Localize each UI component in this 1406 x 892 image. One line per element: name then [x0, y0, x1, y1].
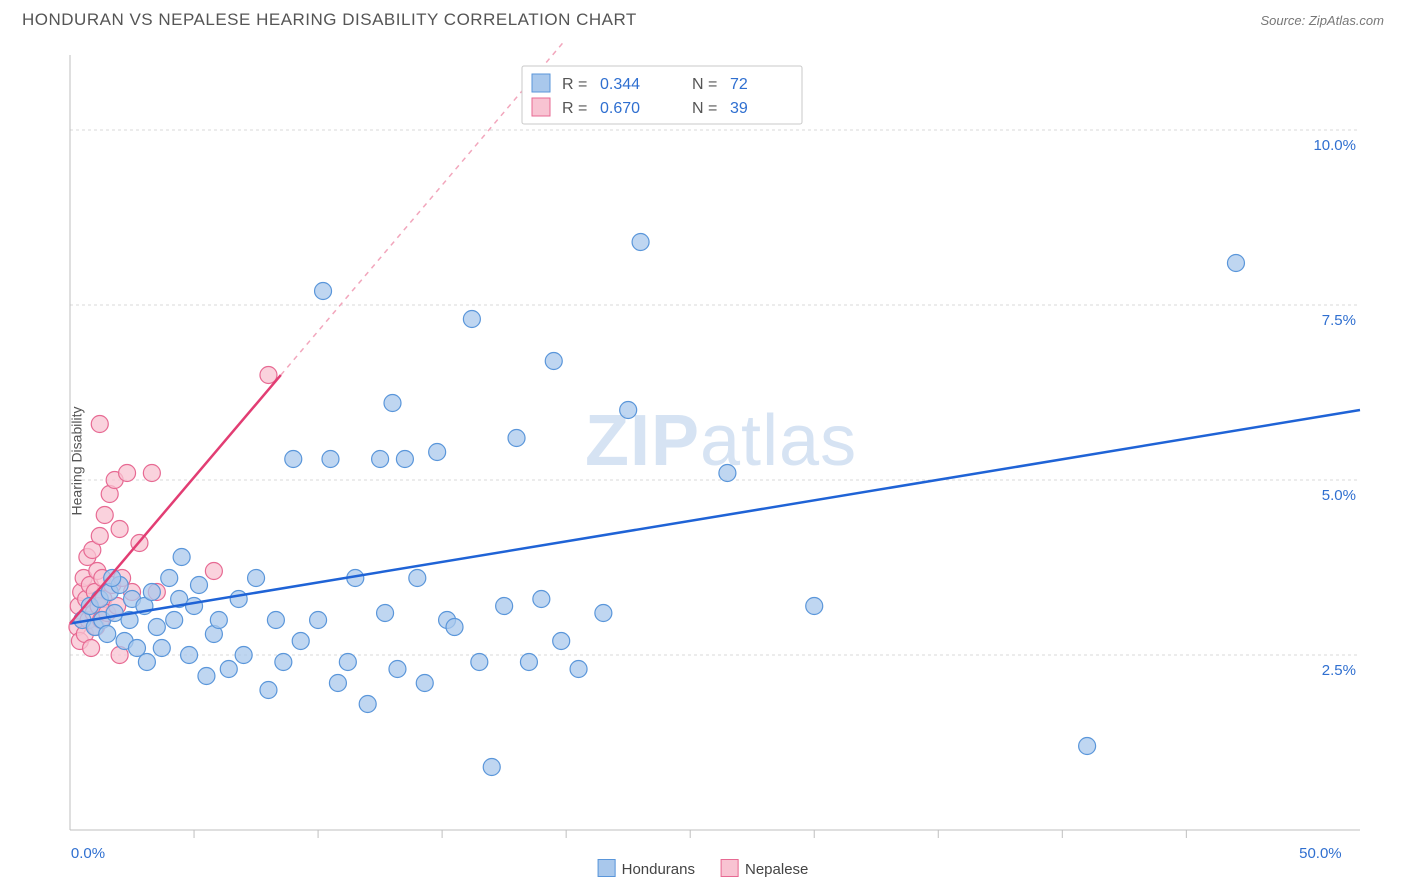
svg-text:0.670: 0.670	[600, 100, 640, 117]
source-name: ZipAtlas.com	[1309, 13, 1384, 28]
svg-text:N =: N =	[692, 76, 717, 93]
svg-text:N =: N =	[692, 100, 717, 117]
scatter-chart: 2.5%5.0%7.5%10.0%ZIPatlas0.0%50.0%R =0.3…	[22, 40, 1384, 882]
svg-text:5.0%: 5.0%	[1322, 487, 1356, 504]
svg-text:7.5%: 7.5%	[1322, 312, 1356, 329]
y-axis-label: Hearing Disability	[68, 407, 84, 516]
svg-text:R =: R =	[562, 100, 587, 117]
legend-item-nepalese: Nepalese	[721, 859, 808, 878]
legend-swatch-blue	[598, 859, 616, 877]
legend-label-nepalese: Nepalese	[745, 861, 808, 878]
svg-text:72: 72	[730, 76, 748, 93]
legend-label-hondurans: Hondurans	[622, 861, 695, 878]
svg-text:39: 39	[730, 100, 748, 117]
svg-text:50.0%: 50.0%	[1299, 845, 1342, 862]
bottom-legend: Hondurans Nepalese	[598, 859, 809, 878]
source-line: Source: ZipAtlas.com	[1260, 13, 1384, 28]
svg-text:0.344: 0.344	[600, 76, 640, 93]
svg-text:R =: R =	[562, 76, 587, 93]
legend-item-hondurans: Hondurans	[598, 859, 695, 878]
source-label: Source:	[1260, 13, 1308, 28]
chart-title: HONDURAN VS NEPALESE HEARING DISABILITY …	[22, 10, 637, 30]
svg-text:2.5%: 2.5%	[1322, 662, 1356, 679]
legend-swatch-pink	[721, 859, 739, 877]
svg-text:0.0%: 0.0%	[71, 845, 105, 862]
svg-text:10.0%: 10.0%	[1313, 137, 1356, 154]
